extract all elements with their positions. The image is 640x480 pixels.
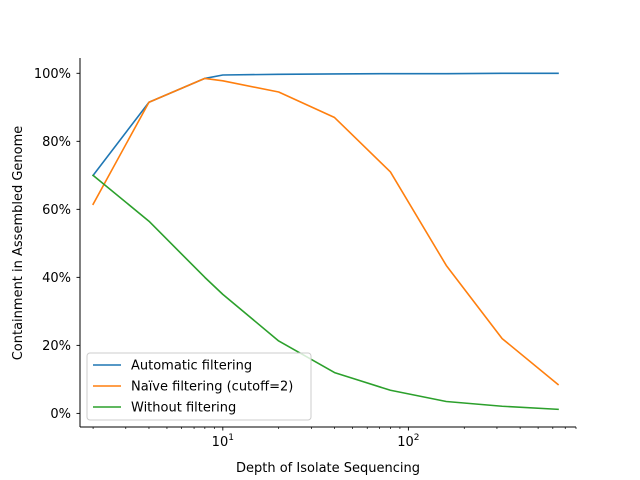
y-tick-label: 40% bbox=[42, 271, 71, 286]
y-axis: 0% 20% 40% 60% 80% 100% bbox=[34, 67, 80, 422]
y-tick-label: 20% bbox=[42, 339, 71, 354]
plot-area bbox=[79, 58, 576, 428]
x-tick-label: 102 bbox=[397, 433, 419, 450]
legend: Automatic filtering Naïve filtering (cuto… bbox=[86, 352, 312, 421]
legend-label: Without filtering bbox=[131, 401, 236, 416]
y-tick-label: 0% bbox=[50, 407, 71, 422]
legend-label: Automatic filtering bbox=[131, 359, 252, 374]
y-tick-label: 60% bbox=[42, 203, 71, 218]
y-tick-label: 80% bbox=[42, 135, 71, 150]
y-axis-label: Containment in Assembled Genome bbox=[11, 126, 26, 361]
x-tick-label: 101 bbox=[212, 433, 234, 450]
x-axis-label: Depth of Isolate Sequencing bbox=[236, 461, 420, 476]
legend-label: Naïve filtering (cutoff=2) bbox=[131, 380, 293, 395]
x-axis: 101 102 bbox=[92, 427, 577, 450]
y-tick-label: 100% bbox=[34, 67, 71, 82]
legend-box bbox=[86, 352, 312, 421]
series-line-2 bbox=[92, 77, 560, 386]
